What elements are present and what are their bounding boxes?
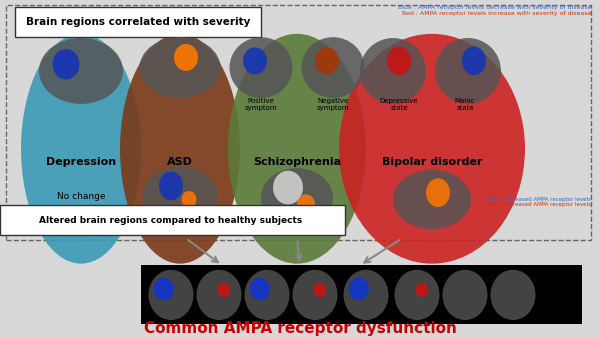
Text: Blue : AMPA receptor levels decrease with severity of disease: Blue : AMPA receptor levels decrease wit… bbox=[398, 5, 591, 10]
Ellipse shape bbox=[182, 191, 197, 208]
Ellipse shape bbox=[443, 270, 487, 320]
Text: ASD: ASD bbox=[167, 157, 193, 167]
Ellipse shape bbox=[148, 270, 193, 320]
Ellipse shape bbox=[297, 194, 315, 215]
Text: Common AMPA receptor dysfunction: Common AMPA receptor dysfunction bbox=[143, 321, 457, 336]
Text: Positive
symptom: Positive symptom bbox=[245, 98, 277, 111]
Ellipse shape bbox=[39, 38, 123, 104]
Ellipse shape bbox=[415, 283, 428, 297]
Ellipse shape bbox=[174, 44, 198, 71]
Ellipse shape bbox=[302, 37, 365, 98]
Ellipse shape bbox=[143, 167, 218, 226]
Ellipse shape bbox=[343, 270, 389, 320]
Text: Red : AMPA receptor levels increase with severity of disease: Red : AMPA receptor levels increase with… bbox=[401, 11, 591, 16]
Ellipse shape bbox=[21, 34, 141, 264]
Ellipse shape bbox=[229, 37, 293, 98]
Ellipse shape bbox=[314, 283, 326, 297]
Text: Red : Increased AMPA receptor levels: Red : Increased AMPA receptor levels bbox=[489, 202, 591, 207]
Ellipse shape bbox=[120, 34, 240, 264]
Ellipse shape bbox=[159, 172, 183, 200]
Ellipse shape bbox=[349, 277, 369, 300]
Text: Negative
symptom: Negative symptom bbox=[317, 98, 349, 111]
Text: Bipolar disorder: Bipolar disorder bbox=[382, 157, 482, 167]
Ellipse shape bbox=[426, 178, 450, 207]
Text: Brain regions correlated with severity: Brain regions correlated with severity bbox=[26, 17, 250, 27]
Bar bbox=[141, 265, 582, 324]
Text: Depressive
state: Depressive state bbox=[380, 98, 418, 111]
Ellipse shape bbox=[197, 270, 241, 320]
Ellipse shape bbox=[261, 168, 333, 227]
Text: Depression: Depression bbox=[46, 157, 116, 167]
Text: No change: No change bbox=[57, 192, 105, 200]
Ellipse shape bbox=[273, 171, 303, 204]
Ellipse shape bbox=[53, 49, 80, 79]
Ellipse shape bbox=[315, 47, 339, 74]
Ellipse shape bbox=[491, 270, 536, 320]
Ellipse shape bbox=[387, 46, 411, 75]
Ellipse shape bbox=[218, 283, 230, 297]
FancyBboxPatch shape bbox=[0, 205, 345, 235]
Ellipse shape bbox=[435, 38, 501, 104]
Text: Blue : Decreased AMPA receptor levels: Blue : Decreased AMPA receptor levels bbox=[485, 197, 591, 202]
Ellipse shape bbox=[154, 277, 174, 300]
Ellipse shape bbox=[243, 47, 267, 74]
Ellipse shape bbox=[139, 37, 221, 98]
Ellipse shape bbox=[395, 270, 439, 320]
Ellipse shape bbox=[293, 270, 337, 320]
Ellipse shape bbox=[250, 277, 270, 300]
Text: Manic
state: Manic state bbox=[455, 98, 475, 111]
Text: Altered brain regions compared to healthy subjects: Altered brain regions compared to health… bbox=[40, 216, 302, 224]
Ellipse shape bbox=[339, 34, 525, 264]
Ellipse shape bbox=[393, 170, 471, 229]
Ellipse shape bbox=[360, 38, 426, 104]
Ellipse shape bbox=[245, 270, 290, 320]
Ellipse shape bbox=[462, 46, 486, 75]
Ellipse shape bbox=[228, 34, 366, 264]
Text: Schizophrenia: Schizophrenia bbox=[253, 157, 341, 167]
FancyBboxPatch shape bbox=[15, 7, 261, 37]
